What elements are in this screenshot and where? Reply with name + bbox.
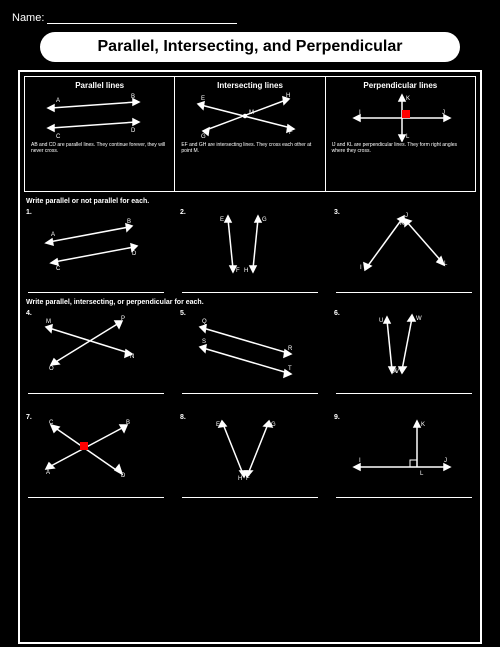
svg-text:M: M (249, 110, 254, 116)
svg-text:U: U (379, 318, 383, 324)
svg-text:A: A (46, 470, 50, 476)
q4: 4. MNOP (24, 308, 168, 394)
svg-text:W: W (416, 316, 422, 322)
name-field-row: Name: (12, 12, 488, 24)
svg-text:B: B (126, 420, 130, 426)
ref-perpendicular-desc: IJ and KL are perpendicular lines. They … (332, 142, 469, 154)
q8-answer-line[interactable] (182, 488, 318, 498)
svg-text:B: B (131, 94, 135, 100)
ref-parallel-desc: AB and CD are parallel lines. They conti… (31, 142, 168, 154)
svg-text:T: T (288, 366, 292, 372)
q3-diagram: I JK L (332, 207, 476, 279)
svg-text:O: O (49, 366, 54, 372)
svg-text:A: A (56, 98, 60, 104)
name-blank-line[interactable] (47, 23, 237, 24)
right-angle-icon (80, 442, 88, 450)
svg-text:J: J (442, 110, 445, 116)
q7: 7. ABCD (24, 412, 168, 498)
q4-diagram: M N O P (24, 308, 168, 380)
svg-text:K: K (421, 422, 425, 428)
q9: 9. IJKL (332, 412, 476, 498)
svg-text:M: M (46, 319, 51, 325)
ref-parallel-heading: Parallel lines (31, 81, 168, 90)
svg-text:G: G (271, 422, 276, 428)
content-frame: Parallel lines A B C D AB and CD are paral… (18, 70, 482, 644)
svg-text:I: I (360, 265, 362, 271)
q5-answer-line[interactable] (182, 384, 318, 394)
ref-intersecting-heading: Intersecting lines (181, 81, 318, 90)
q3-answer-line[interactable] (336, 283, 472, 293)
q8-diagram: E F G H (178, 412, 322, 484)
svg-text:S: S (202, 339, 206, 345)
svg-text:J: J (444, 458, 447, 464)
name-label: Name: (12, 12, 44, 24)
svg-text:G: G (262, 217, 267, 223)
q6-diagram: UVWX (332, 308, 476, 380)
svg-text:H: H (286, 93, 290, 99)
svg-text:C: C (56, 266, 61, 272)
q1-diagram: A B C D (24, 207, 168, 279)
ref-perpendicular-heading: Perpendicular lines (332, 81, 469, 90)
svg-text:X: X (393, 369, 397, 375)
q9-answer-line[interactable] (336, 488, 472, 498)
q4-answer-line[interactable] (28, 384, 164, 394)
svg-text:R: R (288, 346, 293, 352)
ref-parallel: Parallel lines A B C D AB and CD are paral… (25, 77, 174, 191)
svg-text:K: K (406, 96, 410, 102)
q2: 2. EFGH (178, 207, 322, 293)
q3: 3. IJKL (332, 207, 476, 293)
row-1: 1. ABCD 2. EFGH (24, 207, 476, 293)
q1: 1. ABCD (24, 207, 168, 293)
ref-intersecting-diagram: E F G H M (181, 90, 318, 142)
right-angle-icon (402, 110, 410, 118)
svg-text:K: K (400, 221, 404, 227)
ref-intersecting-desc: EF and GH are intersecting lines. They c… (181, 142, 318, 154)
instruction-2: Write parallel, intersecting, or perpend… (26, 299, 476, 306)
svg-text:B: B (127, 219, 131, 225)
q9-diagram: IJKL (332, 412, 476, 484)
svg-text:F: F (236, 268, 240, 274)
svg-text:L: L (406, 134, 410, 140)
svg-text:E: E (220, 217, 224, 223)
q5-diagram: Q R S T (178, 308, 322, 380)
row-2: 4. MNOP 5. QRST (24, 308, 476, 394)
svg-text:L: L (420, 471, 424, 477)
instruction-1: Write parallel or not parallel for each. (26, 198, 476, 205)
row-3: 7. ABCD 8. EFGH (24, 412, 476, 498)
q6-answer-line[interactable] (336, 384, 472, 394)
svg-text:E: E (201, 96, 205, 102)
svg-text:D: D (131, 128, 136, 134)
worksheet-page: Name: Parallel, Intersecting, and Perpen… (0, 0, 500, 647)
q2-diagram: E F G H (178, 207, 322, 279)
q5: 5. QRST (178, 308, 322, 394)
q1-answer-line[interactable] (28, 283, 164, 293)
ref-intersecting: Intersecting lines E F G H M EF and GH are… (174, 77, 324, 191)
svg-text:E: E (216, 422, 220, 428)
ref-perpendicular: Perpendicular lines IJ KL IJ and KL are … (325, 77, 475, 191)
page-title: Parallel, Intersecting, and Perpendicula… (40, 32, 460, 62)
svg-text:Q: Q (202, 319, 207, 325)
svg-text:F: F (246, 476, 250, 482)
svg-text:F: F (289, 130, 293, 136)
svg-text:D: D (121, 473, 126, 479)
ref-perpendicular-diagram: IJ KL (332, 90, 469, 142)
ref-parallel-diagram: A B C D (31, 90, 168, 142)
svg-text:G: G (201, 134, 206, 140)
svg-text:A: A (51, 232, 55, 238)
svg-text:N: N (130, 354, 134, 360)
svg-text:H: H (238, 476, 242, 482)
svg-text:P: P (121, 316, 125, 322)
q7-answer-line[interactable] (28, 488, 164, 498)
q7-diagram: A B C D (24, 412, 168, 484)
q2-answer-line[interactable] (182, 283, 318, 293)
svg-text:C: C (49, 420, 54, 426)
q8: 8. EFGH (178, 412, 322, 498)
svg-text:H: H (244, 268, 248, 274)
svg-text:L: L (444, 261, 448, 267)
svg-text:C: C (56, 134, 61, 140)
svg-text:J: J (405, 213, 408, 219)
svg-text:D: D (132, 251, 137, 257)
reference-box: Parallel lines A B C D AB and CD are paral… (24, 76, 476, 192)
q6: 6. UVWX (332, 308, 476, 394)
